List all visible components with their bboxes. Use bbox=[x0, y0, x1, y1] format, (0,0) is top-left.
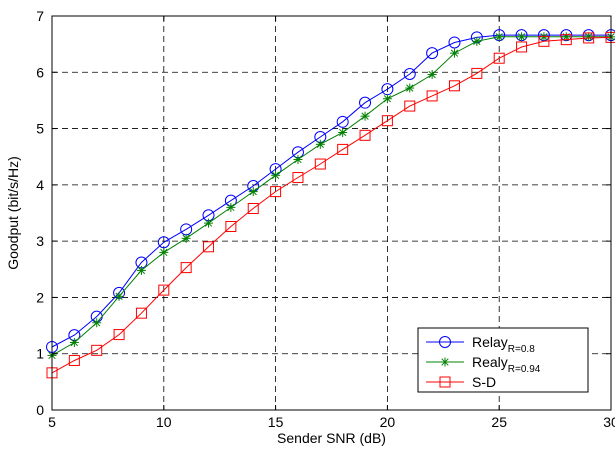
data-point bbox=[359, 96, 372, 109]
data-point bbox=[114, 291, 124, 301]
data-point bbox=[204, 218, 214, 228]
data-point bbox=[426, 47, 439, 60]
data-point bbox=[448, 80, 460, 92]
data-point bbox=[181, 233, 191, 243]
data-point bbox=[472, 36, 482, 46]
data-point bbox=[360, 111, 370, 121]
y-tick-label: 5 bbox=[36, 121, 44, 137]
data-point bbox=[68, 354, 80, 366]
data-point bbox=[584, 32, 594, 42]
legend-label: RelayR=0.8 bbox=[472, 334, 535, 355]
legend-item: RealyR=0.94 bbox=[426, 354, 541, 375]
x-tick-label: 25 bbox=[491, 414, 507, 430]
legend-item: S-D bbox=[426, 374, 496, 390]
data-point bbox=[494, 32, 504, 42]
data-point bbox=[493, 52, 505, 64]
data-point bbox=[247, 202, 259, 214]
data-point bbox=[136, 265, 146, 275]
legend-label: S-D bbox=[472, 374, 496, 390]
data-point bbox=[315, 139, 325, 149]
y-tick-label: 4 bbox=[36, 177, 44, 193]
data-point bbox=[292, 172, 304, 184]
data-point bbox=[471, 67, 483, 79]
data-point bbox=[159, 247, 169, 257]
x-tick-label: 30 bbox=[603, 414, 615, 430]
series-1 bbox=[47, 32, 615, 360]
data-point bbox=[226, 202, 236, 212]
data-point bbox=[113, 329, 125, 341]
legend-label: RealyR=0.94 bbox=[472, 354, 541, 375]
data-point bbox=[225, 221, 237, 233]
x-tick-label: 5 bbox=[48, 414, 56, 430]
data-point bbox=[203, 241, 215, 253]
y-axis-label: Goodput (bit/s/Hz) bbox=[5, 156, 21, 270]
data-point bbox=[158, 284, 170, 296]
y-tick-label: 7 bbox=[36, 8, 44, 24]
data-point bbox=[449, 48, 459, 58]
data-point bbox=[336, 115, 349, 128]
data-point bbox=[293, 155, 303, 165]
x-tick-label: 15 bbox=[268, 414, 284, 430]
data-point bbox=[427, 70, 437, 80]
data-point bbox=[538, 35, 550, 47]
data-point bbox=[338, 128, 348, 138]
data-point bbox=[382, 94, 392, 104]
data-point bbox=[92, 318, 102, 328]
data-point bbox=[448, 36, 461, 49]
data-point bbox=[516, 41, 528, 53]
data-point bbox=[248, 187, 258, 197]
data-point bbox=[271, 170, 281, 180]
data-point bbox=[404, 100, 416, 112]
legend-item: RelayR=0.8 bbox=[426, 334, 535, 355]
data-point bbox=[91, 344, 103, 356]
axis-ticks: 5 10 15 20 25 30 0 1 2 3 4 5 6 7 bbox=[36, 8, 615, 430]
data-point bbox=[270, 186, 282, 198]
x-tick-label: 10 bbox=[156, 414, 172, 430]
y-tick-label: 0 bbox=[36, 402, 44, 418]
data-point bbox=[157, 236, 170, 249]
y-tick-label: 3 bbox=[36, 233, 44, 249]
data-point bbox=[426, 90, 438, 102]
y-tick-label: 1 bbox=[36, 346, 44, 362]
grid-lines bbox=[52, 16, 611, 410]
legend-marker bbox=[439, 376, 451, 388]
data-point bbox=[583, 32, 595, 44]
series-layer bbox=[46, 29, 615, 379]
data-point bbox=[337, 143, 349, 155]
data-point bbox=[180, 262, 192, 274]
series-line bbox=[51, 36, 612, 374]
data-point bbox=[381, 115, 393, 127]
legend-marker bbox=[440, 357, 450, 367]
data-point bbox=[69, 337, 79, 347]
data-point bbox=[517, 32, 527, 42]
plot-frame bbox=[51, 15, 612, 411]
legend-marker bbox=[439, 336, 451, 348]
y-tick-label: 6 bbox=[36, 64, 44, 80]
y-tick-label: 2 bbox=[36, 289, 44, 305]
data-point bbox=[403, 67, 416, 80]
x-tick-label: 20 bbox=[380, 414, 396, 430]
data-point bbox=[135, 307, 147, 319]
data-point bbox=[560, 34, 572, 46]
data-point bbox=[359, 129, 371, 141]
data-point bbox=[405, 83, 415, 93]
data-point bbox=[314, 158, 326, 170]
x-axis-label: Sender SNR (dB) bbox=[277, 430, 386, 446]
